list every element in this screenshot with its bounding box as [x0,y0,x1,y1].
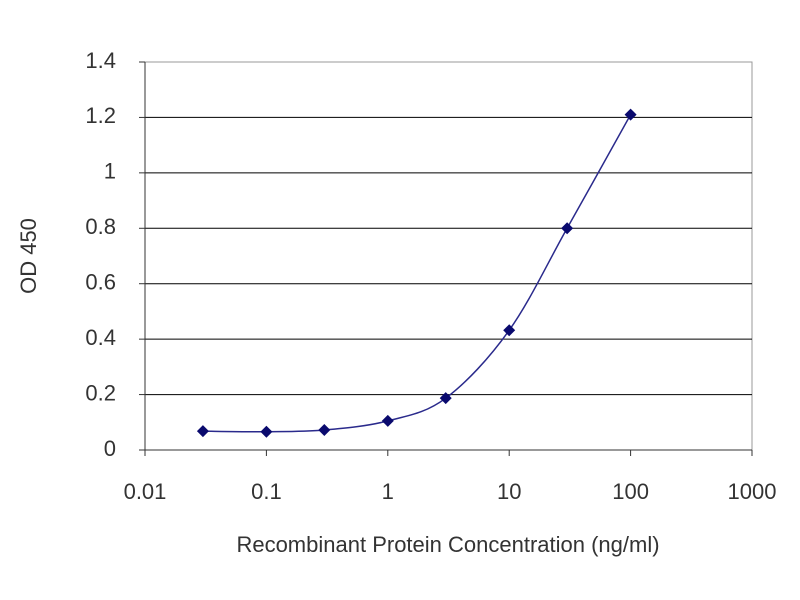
x-tick-label: 100 [612,479,649,504]
y-axis-title: OD 450 [16,218,41,294]
data-point [381,414,394,427]
data-point [439,392,452,405]
y-tick-label: 1.2 [85,103,116,128]
x-axis-title: Recombinant Protein Concentration (ng/ml… [236,532,659,557]
x-tick-label: 10 [497,479,521,504]
data-point [260,425,273,438]
y-tick-label: 0.4 [85,325,116,350]
data-point [318,424,331,437]
x-tick-label: 1000 [728,479,777,504]
y-tick-label: 1 [104,159,116,184]
y-tick-label: 0.6 [85,270,116,295]
x-tick-label: 0.01 [124,479,167,504]
data-point [561,222,574,235]
y-tick-label: 0 [104,436,116,461]
data-point [503,324,516,337]
data-point [624,108,637,121]
x-tick-label: 1 [382,479,394,504]
y-tick-label: 0.8 [85,214,116,239]
y-tick-label: 1.4 [85,48,116,73]
data-point [196,425,209,438]
x-tick-label: 0.1 [251,479,282,504]
y-tick-label: 0.2 [85,380,116,405]
plot-area [144,61,753,451]
